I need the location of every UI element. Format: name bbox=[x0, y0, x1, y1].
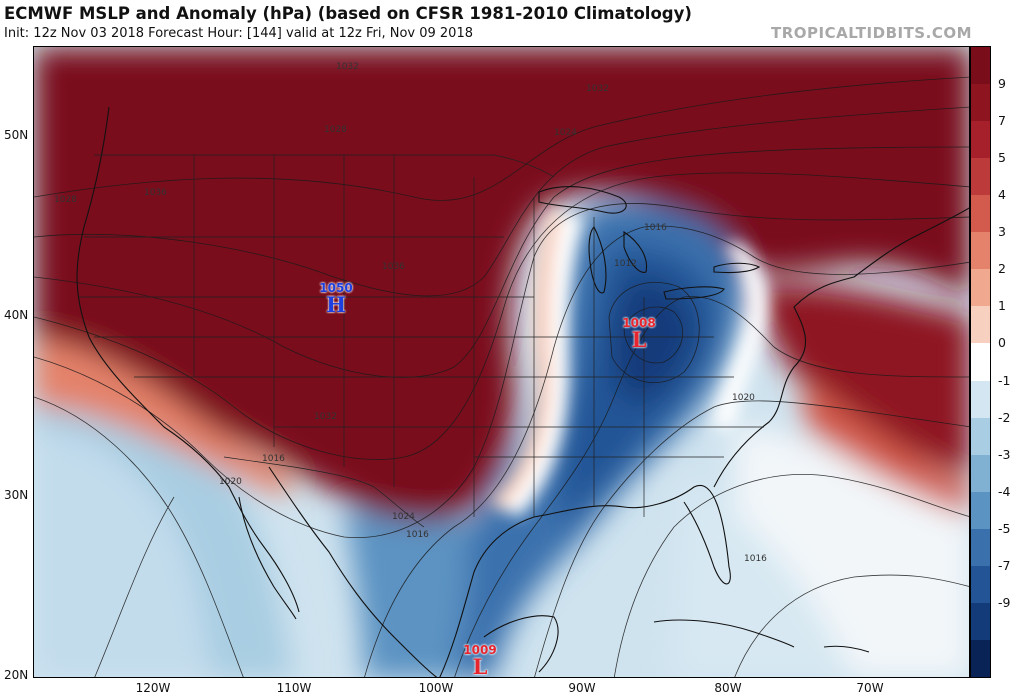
isobar-label: 1016 bbox=[744, 554, 767, 564]
high-pressure-value: 1050 bbox=[319, 281, 353, 295]
colorbar-segment bbox=[971, 639, 990, 678]
longitude-label: 120W bbox=[135, 681, 171, 695]
low-pressure-symbol: L bbox=[472, 654, 488, 679]
isobar-label: 1036 bbox=[382, 262, 405, 272]
colorbar-segment bbox=[971, 47, 990, 85]
colorbar-tick-label: 2 bbox=[998, 261, 1006, 277]
brand-watermark[interactable]: TROPICALTIDBITS.COM bbox=[771, 24, 972, 42]
isobar-label: 1036 bbox=[144, 188, 167, 198]
colorbar-tick-label: 3 bbox=[998, 224, 1006, 240]
isobar-label: 1020 bbox=[219, 477, 242, 487]
colorbar-tick-label: 1 bbox=[998, 298, 1006, 314]
longitude-label: 70W bbox=[856, 681, 884, 695]
colorbar-segment bbox=[971, 454, 990, 493]
low-pressure-value: 1008 bbox=[622, 316, 656, 330]
latitude-label: 50N bbox=[4, 128, 29, 142]
colorbar-segment bbox=[971, 306, 990, 344]
colorbar-segment bbox=[971, 84, 990, 122]
colorbar-segment bbox=[971, 417, 990, 456]
low-pressure-symbol: L bbox=[631, 327, 647, 352]
political-borders bbox=[79, 154, 764, 528]
latitude-label: 40N bbox=[4, 308, 29, 322]
low-pressure-value: 1009 bbox=[463, 643, 497, 657]
colorbar-tick-label: -5 bbox=[998, 520, 1011, 536]
colorbar-tick-label: 5 bbox=[998, 150, 1006, 166]
isobar-label: 1028 bbox=[324, 125, 347, 135]
isobar-label: 1012 bbox=[614, 259, 637, 269]
isobar-label: 1024 bbox=[392, 512, 415, 522]
longitude-label: 100W bbox=[418, 681, 454, 695]
colorbar-tick-label: -3 bbox=[998, 446, 1011, 462]
map-panel[interactable]: 1032 1028 1036 1028 1036 1032 1024 1016 … bbox=[33, 46, 970, 678]
anomaly-transition bbox=[489, 207, 768, 517]
colorbar-tick-label: -2 bbox=[998, 409, 1011, 425]
anomaly-colorbar bbox=[970, 46, 991, 678]
chart-subtitle: Init: 12z Nov 03 2018 Forecast Hour: [14… bbox=[4, 26, 473, 41]
colorbar-segment bbox=[971, 158, 990, 196]
colorbar-segment bbox=[971, 232, 990, 270]
colorbar-segment bbox=[971, 195, 990, 233]
isobar-label: 1024 bbox=[554, 128, 577, 138]
colorbar-segment bbox=[971, 602, 990, 641]
colorbar-segment bbox=[971, 491, 990, 530]
map-canvas: 1032 1028 1036 1028 1036 1032 1024 1016 … bbox=[34, 47, 969, 677]
latitude-label: 30N bbox=[4, 488, 29, 502]
colorbar-segment bbox=[971, 380, 990, 419]
colorbar-tick-label: 9 bbox=[998, 76, 1006, 92]
colorbar-tick-label: 7 bbox=[998, 113, 1006, 129]
colorbar-tick-label: 4 bbox=[998, 187, 1006, 203]
isobar-label: 1028 bbox=[54, 195, 77, 205]
coastlines bbox=[76, 106, 969, 677]
isobar-labels: 1032 1028 1036 1028 1036 1032 1024 1016 … bbox=[54, 62, 767, 564]
colorbar-segment bbox=[971, 528, 990, 567]
chart-title: ECMWF MSLP and Anomaly (hPa) (based on C… bbox=[4, 4, 692, 23]
isobar-label: 1016 bbox=[262, 454, 285, 464]
colorbar-tick-label: -4 bbox=[998, 483, 1011, 499]
high-pressure-symbol: H bbox=[326, 292, 346, 317]
colorbar-segment bbox=[971, 269, 990, 307]
longitude-label: 110W bbox=[276, 681, 312, 695]
isobar-label: 1032 bbox=[314, 412, 337, 422]
longitude-label: 90W bbox=[568, 681, 596, 695]
anomaly-field bbox=[34, 47, 969, 677]
colorbar-tick-label: -1 bbox=[998, 372, 1011, 388]
low-pressure-center-gulf[interactable]: 1009 L bbox=[455, 643, 505, 679]
isobar-label: 1032 bbox=[586, 84, 609, 94]
latitude-label: 20N bbox=[4, 668, 29, 682]
isobar-label: 1016 bbox=[406, 530, 429, 540]
longitude-label: 80W bbox=[714, 681, 742, 695]
colorbar-segment bbox=[971, 121, 990, 159]
isobar-label: 1020 bbox=[732, 393, 755, 403]
isobar-label: 1032 bbox=[336, 62, 359, 72]
isobar-label: 1016 bbox=[644, 223, 667, 233]
colorbar-tick-label: -7 bbox=[998, 557, 1011, 573]
colorbar-tick-label: -9 bbox=[998, 594, 1011, 610]
colorbar-segment bbox=[971, 343, 990, 382]
high-pressure-center[interactable]: 1050 H bbox=[311, 281, 361, 317]
isobars bbox=[34, 76, 969, 677]
colorbar-tick-label: 0 bbox=[998, 335, 1006, 351]
colorbar-segment bbox=[971, 565, 990, 604]
low-pressure-center-ohio[interactable]: 1008 L bbox=[614, 316, 664, 352]
